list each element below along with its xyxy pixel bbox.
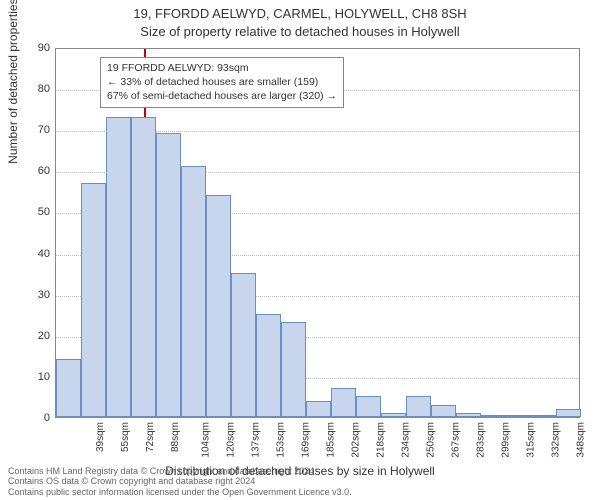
histogram-bar — [456, 413, 481, 417]
footer-line2: Contains OS data © Crown copyright and d… — [8, 476, 352, 487]
y-tick-label: 70 — [20, 124, 50, 136]
histogram-bar — [206, 195, 231, 417]
histogram-bar — [556, 409, 581, 417]
histogram-bar — [381, 413, 406, 417]
y-tick-label: 20 — [20, 330, 50, 342]
histogram-bar — [106, 117, 131, 417]
x-tick-label: 88sqm — [170, 422, 181, 452]
x-tick-label: 72sqm — [145, 422, 156, 452]
y-tick-label: 40 — [20, 248, 50, 260]
x-tick-label: 299sqm — [500, 422, 511, 458]
x-tick-label: 169sqm — [300, 422, 311, 458]
histogram-bar — [331, 388, 356, 417]
histogram-bar — [56, 359, 81, 417]
x-tick-label: 250sqm — [425, 422, 436, 458]
x-tick-label: 315sqm — [525, 422, 536, 458]
y-tick-label: 30 — [20, 289, 50, 301]
histogram-bar — [156, 133, 181, 417]
annotation-line1: 19 FFORDD AELWYD: 93sqm — [107, 61, 337, 75]
histogram-bar — [531, 415, 556, 417]
annotation-box: 19 FFORDD AELWYD: 93sqm ← 33% of detache… — [100, 57, 344, 108]
x-tick-label: 202sqm — [350, 422, 361, 458]
histogram-bar — [406, 396, 431, 417]
histogram-bar — [181, 166, 206, 417]
x-tick-label: 104sqm — [200, 422, 211, 458]
footer-line1: Contains HM Land Registry data © Crown c… — [8, 466, 352, 477]
x-tick-label: 153sqm — [275, 422, 286, 458]
y-tick-label: 0 — [20, 412, 50, 424]
x-tick-label: 332sqm — [550, 422, 561, 458]
y-axis-label: Number of detached properties — [6, 0, 20, 164]
histogram-bar — [506, 415, 531, 417]
histogram-bar — [431, 405, 456, 417]
footer-line3: Contains public sector information licen… — [8, 487, 352, 498]
x-tick-label: 218sqm — [375, 422, 386, 458]
histogram-bar — [356, 396, 381, 417]
histogram-bar — [481, 415, 506, 417]
histogram-bar — [81, 183, 106, 417]
histogram-bar — [306, 401, 331, 417]
x-tick-label: 55sqm — [120, 422, 131, 452]
x-tick-label: 348sqm — [575, 422, 586, 458]
histogram-bar — [256, 314, 281, 417]
y-tick-label: 10 — [20, 371, 50, 383]
x-tick-label: 267sqm — [450, 422, 461, 458]
x-tick-label: 39sqm — [95, 422, 106, 452]
annotation-line3: 67% of semi-detached houses are larger (… — [107, 89, 337, 103]
chart-title-line1: 19, FFORDD AELWYD, CARMEL, HOLYWELL, CH8… — [0, 6, 600, 21]
x-tick-label: 137sqm — [250, 422, 261, 458]
x-tick-label: 234sqm — [400, 422, 411, 458]
annotation-line2: ← 33% of detached houses are smaller (15… — [107, 75, 337, 89]
y-tick-label: 80 — [20, 83, 50, 95]
y-tick-label: 50 — [20, 206, 50, 218]
x-tick-label: 185sqm — [325, 422, 336, 458]
histogram-bar — [281, 322, 306, 417]
chart-title-line2: Size of property relative to detached ho… — [0, 24, 600, 39]
histogram-bar — [131, 117, 156, 417]
x-tick-label: 120sqm — [225, 422, 236, 458]
histogram-bar — [231, 273, 256, 417]
y-tick-label: 90 — [20, 42, 50, 54]
x-tick-label: 283sqm — [475, 422, 486, 458]
footer-attribution: Contains HM Land Registry data © Crown c… — [8, 466, 352, 498]
y-tick-label: 60 — [20, 165, 50, 177]
